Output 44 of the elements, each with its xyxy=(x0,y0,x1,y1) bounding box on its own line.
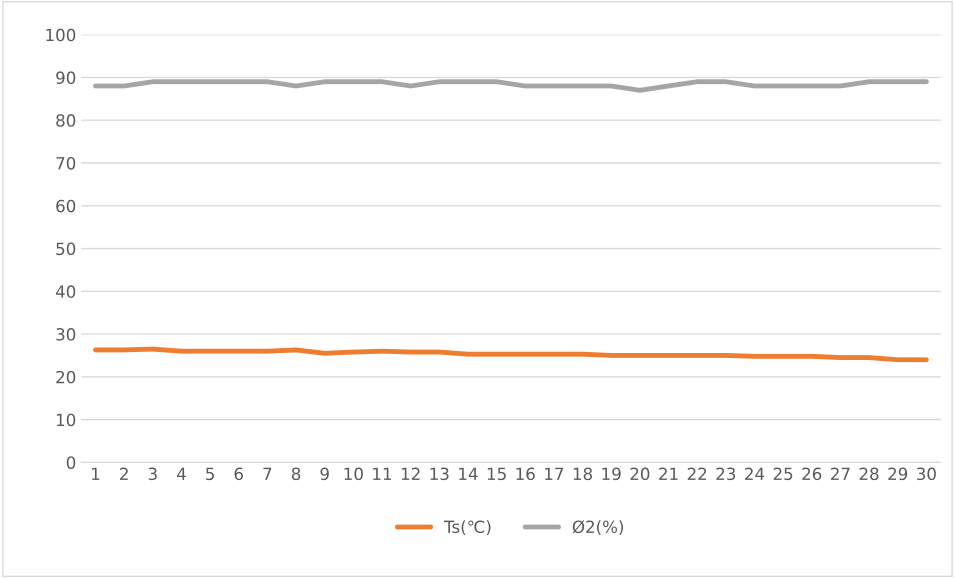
x-tick-label: 1 xyxy=(92,468,100,480)
x-tick-label: 18 xyxy=(574,468,592,480)
x-tick-label: 4 xyxy=(176,468,186,480)
y-tick-label: 80 xyxy=(56,114,76,127)
x-tick-label: 20 xyxy=(630,468,650,480)
x-tick-label: 3 xyxy=(148,468,157,480)
x-tick-label: 2 xyxy=(120,468,128,480)
x-tick-label: 29 xyxy=(888,468,908,480)
y-tick-label: 60 xyxy=(56,200,76,212)
x-tick-label: 15 xyxy=(488,468,506,480)
y-tick-label: 90 xyxy=(56,71,76,84)
y-tick-label: 70 xyxy=(56,156,76,170)
x-tick-label: 23 xyxy=(716,468,736,480)
y-tick-label: 50 xyxy=(56,242,76,256)
x-tick-label: 19 xyxy=(602,468,621,480)
x-tick-label: 11 xyxy=(373,468,392,480)
y-tick-label: 100 xyxy=(46,28,76,42)
x-tick-label: 26 xyxy=(802,468,822,480)
x-tick-label: 14 xyxy=(459,468,478,480)
x-tick-label: 17 xyxy=(545,468,564,480)
x-tick-label: 6 xyxy=(234,468,244,480)
legend-label: Ø2(%) xyxy=(572,520,624,536)
x-tick-label: 25 xyxy=(774,468,792,480)
y-tick-label: 40 xyxy=(56,285,76,298)
x-tick-label: 28 xyxy=(860,468,879,480)
x-tick-label: 10 xyxy=(344,468,363,480)
x-tick-label: 8 xyxy=(292,468,300,480)
y-tick-label: 20 xyxy=(56,370,76,384)
x-tick-label: 12 xyxy=(402,468,420,480)
x-tick-label: 30 xyxy=(917,468,936,480)
legend-label: Ts(℃) xyxy=(444,520,490,536)
line-series xyxy=(93,346,929,362)
x-tick-label: 13 xyxy=(430,468,449,480)
y-tick-label: 10 xyxy=(56,414,76,426)
y-tick-label: 30 xyxy=(56,328,76,341)
x-tick-label: 7 xyxy=(263,468,272,480)
x-tick-label: 5 xyxy=(206,468,214,480)
x-tick-label: 16 xyxy=(516,468,535,480)
x-tick-label: 27 xyxy=(831,468,850,480)
y-tick-label: 0 xyxy=(66,456,76,469)
x-tick-label: 24 xyxy=(745,468,764,480)
x-tick-label: 21 xyxy=(659,468,678,480)
x-tick-label: 22 xyxy=(688,468,706,480)
x-tick-label: 9 xyxy=(320,468,329,480)
